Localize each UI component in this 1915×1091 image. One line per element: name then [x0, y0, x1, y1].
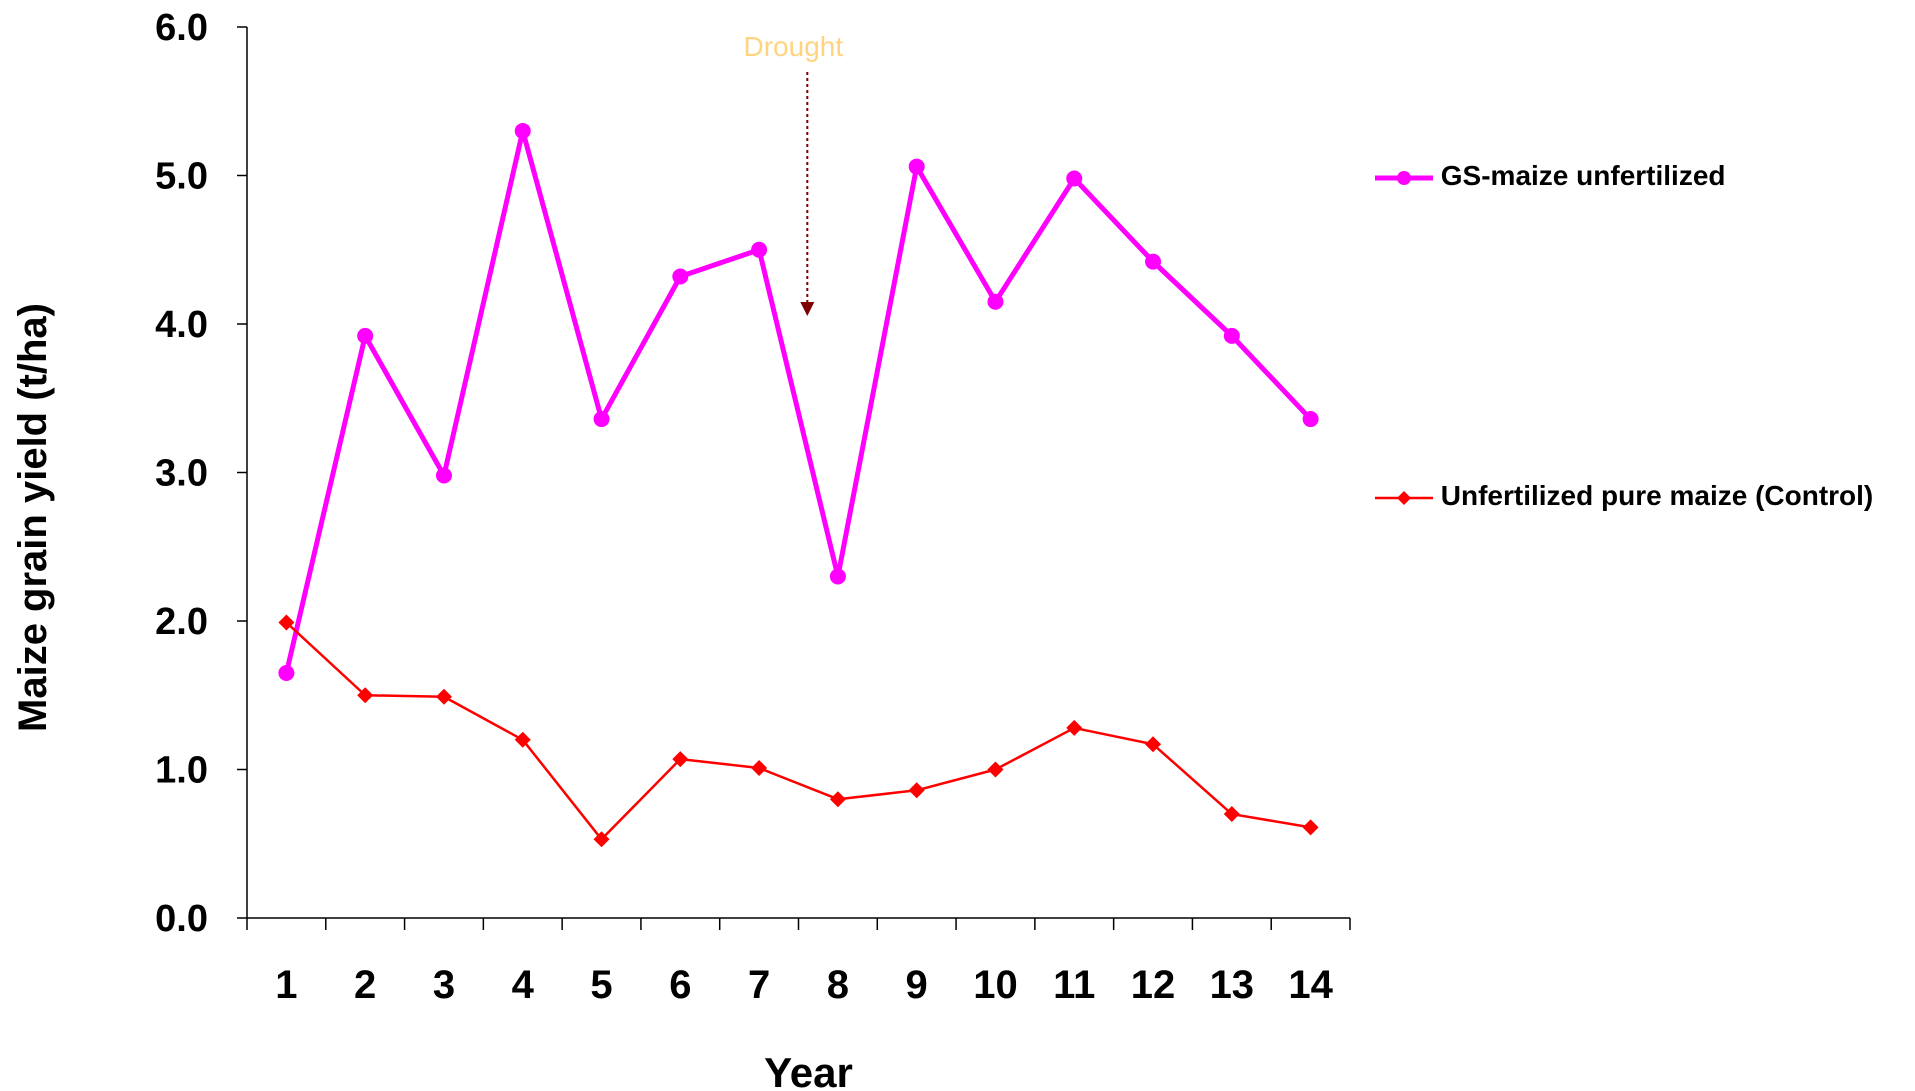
data-point-control	[593, 831, 610, 848]
x-tick-label: 12	[1131, 963, 1176, 1007]
x-tick-label: 7	[748, 963, 770, 1007]
data-point-control	[1302, 819, 1319, 836]
annotation-arrow-head	[800, 302, 815, 316]
data-point-control	[672, 751, 689, 768]
data-point-gs-maize	[751, 241, 768, 258]
y-tick-label: 5.0	[155, 156, 208, 198]
plot-area: 0.01.02.03.04.05.06.01 2 3 4 5 6 7 8 9 10 11 12 13 14…	[11, 7, 1351, 1091]
x-tick-label: 11	[1053, 963, 1095, 1007]
y-tick-label: 1.0	[155, 750, 208, 792]
y-tick-label: 4.0	[155, 304, 208, 346]
data-point-gs-maize	[593, 411, 610, 428]
x-tick-label: 2	[354, 963, 376, 1007]
x-tick-label: 14	[1288, 963, 1333, 1007]
legend-entry-gs-maize: GS-maize unfertilized	[1375, 160, 1726, 192]
legend-entry-control: Unfertilized pure maize (Control)	[1375, 480, 1873, 512]
series-line-1	[283, 128, 1313, 674]
data-point-control	[1145, 736, 1162, 753]
x-tick-label: 13	[1210, 963, 1255, 1007]
data-point-control	[751, 760, 768, 777]
data-point-gs-maize	[1302, 411, 1319, 428]
y-tick-label: 2.0	[155, 601, 208, 643]
x-tick-label: 4	[512, 963, 535, 1007]
y-tick-label: 3.0	[155, 453, 208, 495]
data-point-gs-maize	[1145, 253, 1162, 270]
x-tick-label: 10	[973, 963, 1018, 1007]
x-tick-label: 8	[827, 963, 849, 1007]
data-point-gs-maize	[829, 568, 846, 585]
data-point-control	[987, 761, 1004, 778]
data-point-control	[357, 687, 374, 704]
data-point-gs-maize	[278, 664, 295, 681]
data-point-gs-maize	[514, 122, 531, 139]
x-axis-title: Year	[764, 1049, 853, 1091]
data-point-control	[278, 614, 295, 631]
legend-swatch-gs-maize	[1375, 170, 1433, 185]
data-point-control	[435, 688, 452, 705]
data-point-control	[829, 791, 846, 808]
data-point-control	[514, 731, 531, 748]
data-point-control	[1223, 806, 1240, 823]
data-point-gs-maize	[987, 293, 1004, 310]
y-axis-title: Maize grain yield (t/ha)	[11, 303, 55, 732]
data-point-control	[1066, 719, 1083, 736]
legend-label-control: Unfertilized pure maize (Control)	[1440, 480, 1874, 511]
data-point-gs-maize	[435, 467, 452, 484]
x-tick-label: 3	[433, 963, 455, 1007]
data-point-gs-maize	[908, 158, 925, 175]
data-point-gs-maize	[357, 327, 374, 344]
y-tick-label: 6.0	[155, 7, 208, 49]
series-line-2	[285, 621, 1311, 841]
x-tick-label: 9	[906, 963, 928, 1007]
data-point-gs-maize	[1223, 327, 1240, 344]
data-point-gs-maize	[1066, 170, 1083, 187]
data-point-control	[908, 782, 925, 799]
legend-label-gs-maize: GS-maize unfertilized	[1440, 160, 1726, 191]
legend-swatch-control	[1375, 490, 1433, 505]
x-tick-label: 6	[669, 963, 691, 1007]
y-tick-label: 0.0	[155, 898, 208, 940]
x-tick-label: 1	[275, 963, 297, 1007]
data-point-gs-maize	[672, 268, 689, 285]
annotation-drought-label: Drought	[744, 31, 844, 62]
x-tick-label: 5	[590, 963, 612, 1007]
